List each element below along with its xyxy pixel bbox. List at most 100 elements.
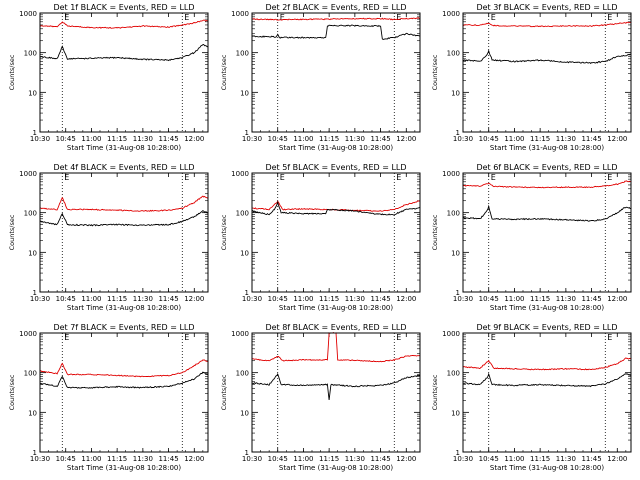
- plot-frame: [462, 332, 632, 453]
- event-marker-label: E: [280, 13, 285, 22]
- y-tick-label: 10: [451, 249, 460, 257]
- y-tick-label: 10: [451, 409, 460, 417]
- y-axis-label: Counts/sec: [220, 374, 228, 410]
- y-tick-label: 1000: [442, 170, 460, 178]
- x-tick-label: 11:45: [581, 295, 601, 303]
- x-tick-label: 11:00: [504, 135, 524, 143]
- series-line-black: [39, 43, 209, 62]
- y-axis-label: Counts/sec: [431, 374, 439, 410]
- x-tick-label: 11:15: [319, 455, 339, 463]
- series-line-black: [462, 204, 631, 222]
- y-tick-label: 10: [28, 409, 37, 417]
- series-line-red: [39, 359, 209, 378]
- x-tick-label: 11:30: [133, 135, 153, 143]
- x-tick-label: 12:00: [607, 455, 627, 463]
- x-tick-label: 12:00: [607, 135, 627, 143]
- y-tick-label: 1000: [442, 330, 460, 338]
- x-tick-label: 11:00: [81, 295, 101, 303]
- plot-frame: [251, 172, 421, 293]
- y-tick-label: 1000: [19, 170, 37, 178]
- y-tick-label: 10: [240, 409, 249, 417]
- series-line-black: [251, 200, 421, 216]
- event-marker-label: E: [607, 173, 612, 182]
- y-tick-label: 1: [245, 129, 249, 137]
- x-tick-label: 11:15: [319, 295, 339, 303]
- plot-frame: [462, 172, 632, 293]
- x-tick-label: 11:30: [556, 455, 576, 463]
- x-tick-label: 10:45: [479, 295, 499, 303]
- x-axis-label: Start Time (31-Aug-08 10:28:00): [279, 144, 393, 152]
- plot-frame: [251, 332, 421, 453]
- x-tick-label: 10:45: [268, 135, 288, 143]
- series-line-black: [39, 371, 209, 389]
- x-axis-label: Start Time (31-Aug-08 10:28:00): [490, 144, 604, 152]
- x-tick-label: 11:00: [504, 455, 524, 463]
- y-tick-label: 10: [28, 249, 37, 257]
- chart-title: Det 7f BLACK = Events, RED = LLD: [53, 323, 194, 332]
- chart-title: Det 5f BLACK = Events, RED = LLD: [265, 163, 406, 172]
- chart-title: Det 8f BLACK = Events, RED = LLD: [265, 323, 406, 332]
- chart-panel-6: Det 6f BLACK = Events, RED = LLD Counts/s…: [431, 163, 632, 312]
- x-tick-label: 11:15: [530, 295, 550, 303]
- series-line-black: [251, 24, 421, 41]
- y-tick-label: 10: [28, 89, 37, 97]
- y-tick-label: 10: [240, 89, 249, 97]
- y-tick-label: 1: [33, 129, 37, 137]
- x-tick-label: 10:30: [30, 295, 50, 303]
- y-tick-label: 100: [236, 370, 249, 378]
- y-tick-label: 1: [33, 289, 37, 297]
- event-marker-label: E: [64, 333, 69, 342]
- x-tick-label: 10:45: [56, 295, 76, 303]
- event-marker-label: E: [396, 173, 401, 182]
- x-axis-label: Start Time (31-Aug-08 10:28:00): [279, 464, 393, 472]
- series-line-red: [251, 331, 421, 363]
- x-tick-label: 10:45: [268, 295, 288, 303]
- x-tick-label: 11:15: [107, 455, 127, 463]
- y-tick-label: 100: [24, 210, 37, 218]
- x-tick-label: 10:30: [453, 455, 473, 463]
- y-tick-label: 1000: [231, 10, 249, 18]
- event-marker-label: E: [184, 333, 189, 342]
- event-marker-label: E: [607, 13, 612, 22]
- chart-title: Det 9f BLACK = Events, RED = LLD: [476, 323, 617, 332]
- x-tick-label: 11:00: [293, 455, 313, 463]
- plot-frame: [39, 332, 209, 453]
- event-marker-label: E: [491, 333, 496, 342]
- x-tick-label: 10:45: [479, 135, 499, 143]
- chart-title: Det 1f BLACK = Events, RED = LLD: [53, 3, 194, 12]
- x-tick-label: 11:30: [133, 295, 153, 303]
- event-marker-label: E: [396, 333, 401, 342]
- x-tick-label: 10:45: [479, 455, 499, 463]
- y-axis-label: Counts/sec: [431, 214, 439, 250]
- y-tick-label: 1: [245, 449, 249, 457]
- x-axis-label: Start Time (31-Aug-08 10:28:00): [67, 464, 181, 472]
- plot-frame: [251, 12, 421, 133]
- x-tick-label: 10:30: [30, 135, 50, 143]
- x-tick-label: 12:00: [396, 455, 416, 463]
- x-tick-label: 12:00: [184, 455, 204, 463]
- y-tick-label: 1000: [231, 170, 249, 178]
- y-tick-label: 100: [447, 210, 460, 218]
- x-axis-label: Start Time (31-Aug-08 10:28:00): [67, 304, 181, 312]
- x-tick-label: 11:15: [107, 295, 127, 303]
- event-marker-label: E: [64, 13, 69, 22]
- event-marker-label: E: [280, 333, 285, 342]
- event-marker-label: E: [64, 173, 69, 182]
- y-axis-label: Counts/sec: [8, 54, 16, 90]
- event-marker-label: E: [396, 13, 401, 22]
- x-tick-label: 11:45: [370, 135, 390, 143]
- y-tick-label: 1000: [231, 330, 249, 338]
- chart-panel-9: Det 9f BLACK = Events, RED = LLD Counts/s…: [431, 323, 632, 472]
- event-marker-label: E: [184, 13, 189, 22]
- y-tick-label: 10: [451, 89, 460, 97]
- series-line-black: [462, 49, 632, 65]
- event-marker-label: E: [607, 333, 612, 342]
- series-line-red: [462, 21, 632, 28]
- y-tick-label: 10: [240, 249, 249, 257]
- chart-title: Det 6f BLACK = Events, RED = LLD: [476, 163, 617, 172]
- x-tick-label: 11:00: [293, 295, 313, 303]
- y-tick-label: 100: [24, 50, 37, 58]
- chart-panel-7: Det 7f BLACK = Events, RED = LLD Counts/s…: [8, 323, 209, 472]
- x-tick-label: 12:00: [184, 135, 204, 143]
- y-axis-label: Counts/sec: [431, 54, 439, 90]
